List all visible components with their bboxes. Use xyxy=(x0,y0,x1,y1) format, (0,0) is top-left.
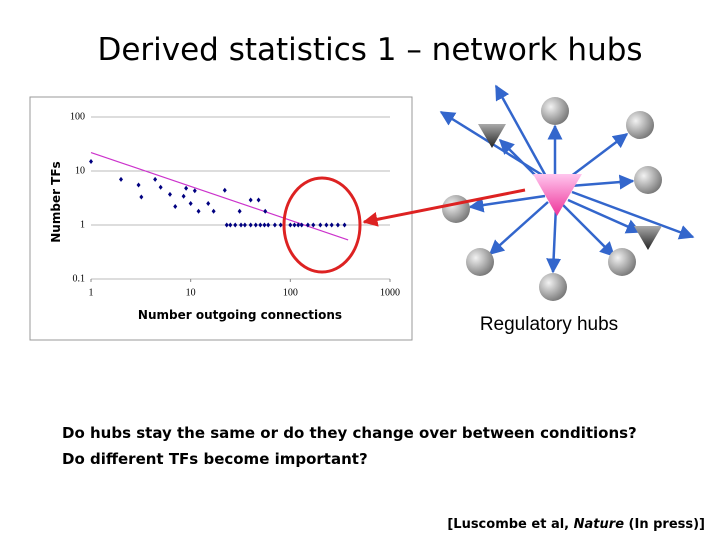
point xyxy=(278,222,283,228)
point xyxy=(167,191,172,197)
point xyxy=(305,222,310,228)
point xyxy=(256,197,261,203)
point xyxy=(237,208,242,214)
point xyxy=(263,208,268,214)
point xyxy=(196,208,201,214)
point xyxy=(335,222,340,228)
question: Do hubs stay the same or do they change … xyxy=(62,424,637,442)
point xyxy=(342,222,347,228)
point xyxy=(119,176,124,182)
point xyxy=(184,185,189,191)
point xyxy=(296,222,301,228)
slide-title: Derived statistics 1 – network hubs xyxy=(97,32,642,68)
y-tick-label: 100 xyxy=(70,111,85,122)
point xyxy=(262,222,267,228)
citation: [Luscombe et al, Nature (In press)] xyxy=(447,517,705,532)
x-tick-label: 1 xyxy=(89,287,94,298)
diagram-label: Regulatory hubs xyxy=(480,314,618,335)
trend-line xyxy=(90,151,349,241)
point xyxy=(139,194,144,200)
point xyxy=(239,222,244,228)
citation-part: [Luscombe et al, xyxy=(447,517,573,532)
y-axis-title: Number TFs xyxy=(49,161,63,242)
x-axis-title: Number outgoing connections xyxy=(138,308,342,322)
point xyxy=(224,222,229,228)
point xyxy=(136,182,141,188)
point xyxy=(253,222,258,228)
point xyxy=(248,197,253,203)
point xyxy=(181,193,186,199)
x-tick-label: 100 xyxy=(283,287,298,298)
question: Do different TFs become important? xyxy=(62,450,368,468)
y-tick-label: 0.1 xyxy=(73,273,86,284)
point xyxy=(329,222,334,228)
point xyxy=(206,201,211,207)
point xyxy=(318,222,323,228)
point xyxy=(222,187,227,193)
point xyxy=(311,222,316,228)
point xyxy=(324,222,329,228)
point xyxy=(192,188,197,194)
point xyxy=(188,201,193,207)
point xyxy=(228,222,233,228)
network-diagram: Regulatory hubs xyxy=(282,84,695,335)
point xyxy=(292,222,297,228)
y-tick-label: 1 xyxy=(80,219,85,230)
point xyxy=(153,176,158,182)
point xyxy=(173,204,178,210)
point xyxy=(211,208,216,214)
point xyxy=(272,222,277,228)
y-tick-label: 10 xyxy=(75,165,85,176)
point xyxy=(248,222,253,228)
x-tick-label: 1000 xyxy=(380,287,400,298)
x-tick-label: 10 xyxy=(186,287,196,298)
point xyxy=(89,158,93,164)
point xyxy=(242,222,247,228)
chart-frame xyxy=(29,96,413,341)
point xyxy=(233,222,238,228)
citation-journal: Nature xyxy=(574,517,625,532)
point xyxy=(266,222,271,228)
point xyxy=(158,184,163,190)
point xyxy=(258,222,263,228)
citation-part: (In press)] xyxy=(624,517,705,532)
point xyxy=(299,222,304,228)
point xyxy=(288,222,293,228)
